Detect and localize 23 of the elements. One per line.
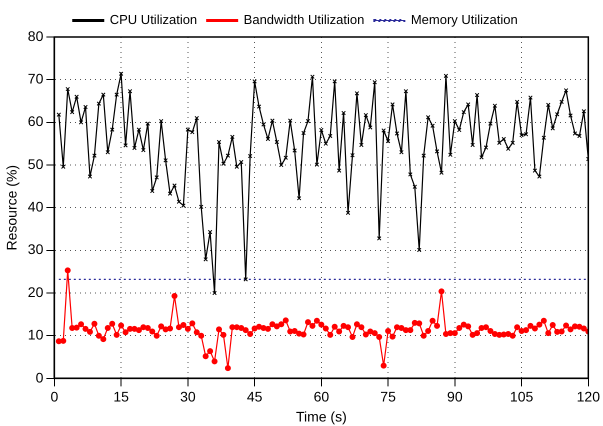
x-tick-label: 15 <box>113 388 130 405</box>
x-tick-label: 60 <box>314 388 330 405</box>
y-tick-label: 10 <box>28 326 44 343</box>
y-tick-label: 60 <box>28 113 44 130</box>
legend-label: CPU Utilization <box>110 12 198 28</box>
y-tick-label: 0 <box>36 369 44 386</box>
legend-label: Bandwidth Utilization <box>244 12 364 28</box>
x-tick-label: 90 <box>447 388 463 405</box>
y-tick-label: 50 <box>28 156 44 172</box>
y-tick-label: 40 <box>28 198 44 215</box>
legend-label: Memory Utilization <box>410 12 518 28</box>
x-axis-title: Time (s) <box>296 408 347 424</box>
y-tick-label: 30 <box>28 241 44 258</box>
x-tick-label: 120 <box>576 388 600 405</box>
y-tick-label: 20 <box>28 284 44 300</box>
y-axis-title: Resource (%) <box>3 164 20 250</box>
x-tick-label: 75 <box>380 388 396 405</box>
y-tick-label: 70 <box>28 70 44 87</box>
x-tick-label: 0 <box>50 388 58 405</box>
y-tick-label: 80 <box>28 28 44 44</box>
x-tick-label: 30 <box>180 388 196 405</box>
x-tick-label: 45 <box>246 388 263 405</box>
x-tick-label: 105 <box>510 388 534 405</box>
